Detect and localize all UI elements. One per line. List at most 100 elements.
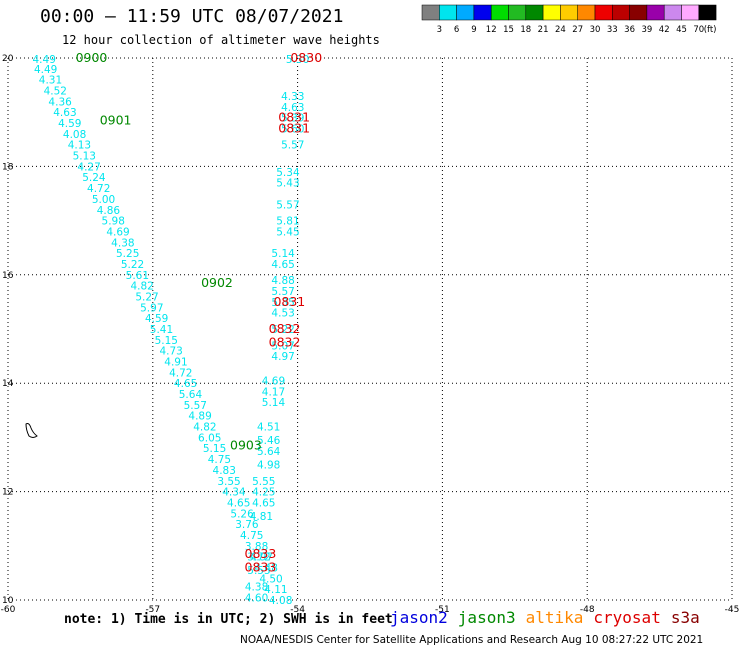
colorbar-label: 36 — [624, 25, 635, 35]
x-tick-label: -51 — [435, 605, 450, 615]
wave-height-value: 4.88 — [271, 275, 294, 287]
pass-time-label: 0833 — [245, 546, 277, 561]
wave-height-value: 5.46 — [257, 435, 281, 447]
wave-height-value: 4.65 — [271, 259, 294, 271]
wave-height-value: 5.22 — [271, 324, 294, 336]
color-scale-bar: 3 6 9 12 15 18 21 24 27 30 33 36 39 42 45 70 (ft) — [421, 4, 717, 35]
wave-height-value: 5.27 — [135, 291, 158, 303]
wave-height-value: 4.17 — [262, 386, 285, 398]
colorbar-label: 30 — [590, 25, 601, 35]
wave-height-value: 4.49 — [34, 64, 57, 76]
wave-height-value: 4.52 — [44, 86, 67, 98]
wave-height-value: 5.57 — [281, 140, 304, 152]
wave-height-value: 4.89 — [188, 411, 211, 423]
wave-height-value: 5.64 — [179, 389, 203, 401]
x-tick-label: -60 — [1, 605, 16, 615]
colorbar-label: 42 — [659, 25, 670, 35]
colorbar-label: 6 — [454, 25, 459, 35]
wave-height-value: 4.98 — [257, 460, 280, 472]
wave-height-value: 5.15 — [203, 443, 226, 455]
wave-height-value: 4.53 — [271, 308, 294, 320]
chart-subtitle: 12 hour collection of altimeter wave hei… — [62, 33, 380, 47]
colorbar-label: 45 — [676, 25, 687, 35]
colorbar-label: 24 — [555, 25, 566, 35]
wave-height-value: 5.81 — [276, 216, 299, 228]
legend-item-altika: altika — [525, 608, 584, 627]
wave-height-value: 4.97 — [250, 552, 273, 564]
wave-height-value: 5.07 — [271, 340, 294, 352]
legend-item-jason2: jason2 — [390, 608, 448, 627]
wave-height-value: 5.45 — [276, 226, 299, 238]
y-tick-label: 18 — [2, 162, 14, 172]
wave-height-value: 4.48 — [255, 562, 278, 574]
pass-time-label: 0832 — [269, 321, 301, 336]
wave-height-value: 4.91 — [164, 357, 187, 369]
wave-height-value: 3.76 — [235, 519, 259, 531]
wave-height-value: 4.86 — [97, 205, 121, 217]
colorbar-label: 9 — [471, 25, 476, 35]
wave-height-value: 4.51 — [257, 422, 280, 434]
wave-height-value: 4.60 — [245, 592, 268, 604]
wave-height-value: 5.26 — [230, 508, 254, 520]
y-tick-label: 10 — [2, 596, 14, 606]
pass-time-label: 0833 — [245, 559, 277, 574]
wave-height-value: 4.82 — [193, 422, 216, 434]
wave-height-value: 4.83 — [213, 465, 236, 477]
wave-height-value: 4.49 — [33, 54, 56, 66]
y-tick-label: 12 — [2, 488, 13, 498]
wave-height-value: 4.82 — [130, 281, 153, 293]
wave-height-value: 5.13 — [73, 151, 96, 163]
legend-item-s3a: s3a — [670, 608, 700, 627]
wave-height-value: 5.57 — [276, 199, 299, 211]
wave-height-value: 4.65 — [174, 378, 197, 390]
wave-height-value: 4.08 — [269, 595, 292, 607]
wave-height-value: 4.72 — [87, 183, 110, 195]
wave-height-value: 5.60 — [281, 123, 304, 135]
wave-height-value: 4.50 — [259, 573, 282, 585]
pass-time-label: 0832 — [269, 335, 301, 350]
wave-height-value: 4.34 — [222, 487, 246, 499]
wave-height-value: 4.75 — [240, 530, 263, 542]
wave-height-value: 4.65 — [252, 497, 275, 509]
credit-line: NOAA/NESDIS Center for Satellite Applica… — [240, 634, 704, 646]
wave-height-value: 5.00 — [92, 194, 115, 206]
wave-height-value: 4.38 — [111, 237, 134, 249]
colorbar-unit: (ft) — [704, 25, 717, 35]
satellite-legend: jason2 jason3 altika cryosat s3a — [390, 608, 710, 627]
wave-height-value: 4.63 — [281, 102, 304, 114]
wave-height-value: 5.98 — [102, 216, 125, 228]
wave-height-value: 5.55 — [247, 565, 270, 577]
wave-height-value: 5.30 — [286, 54, 309, 66]
legend-item-jason3: jason3 — [457, 608, 516, 627]
wave-height-value: 4.72 — [169, 367, 192, 379]
wave-height-value: 4.27 — [77, 161, 100, 173]
wave-height-value: 3.55 — [217, 476, 240, 488]
pass-time-label: 0830 — [290, 50, 322, 65]
wave-height-value: 4.31 — [39, 75, 62, 87]
wave-height-value: 4.65 — [227, 497, 250, 509]
wave-height-value: 4.36 — [48, 96, 72, 108]
wave-height-value: 5.57 — [271, 286, 294, 298]
wave-height-value: 6.05 — [198, 432, 221, 444]
wave-height-value: 5.97 — [140, 302, 163, 314]
wave-height-value: 5.22 — [121, 259, 144, 271]
x-tick-label: -57 — [145, 605, 160, 615]
colorbar-label: 33 — [607, 25, 618, 35]
x-tick-label: -45 — [725, 605, 740, 615]
wave-height-value: 3.72 — [247, 552, 270, 564]
wave-height-value: 5.55 — [252, 476, 275, 488]
y-tick-label: 14 — [2, 379, 14, 389]
wave-height-value: 5.39 — [281, 113, 304, 125]
colorbar-label: 3 — [437, 25, 442, 35]
wave-height-value: 4.59 — [58, 118, 81, 130]
wave-height-value: 4.97 — [271, 351, 294, 363]
y-tick-label: 16 — [2, 271, 14, 281]
wave-height-value: 4.75 — [208, 454, 231, 466]
pass-time-label: 0902 — [201, 275, 233, 290]
wave-height-value: 5.25 — [116, 248, 139, 260]
wave-height-value: 5.14 — [271, 248, 295, 260]
x-tick-label: -48 — [580, 605, 595, 615]
island-outline — [25, 423, 38, 438]
pass-time-label: 0831 — [278, 120, 310, 135]
